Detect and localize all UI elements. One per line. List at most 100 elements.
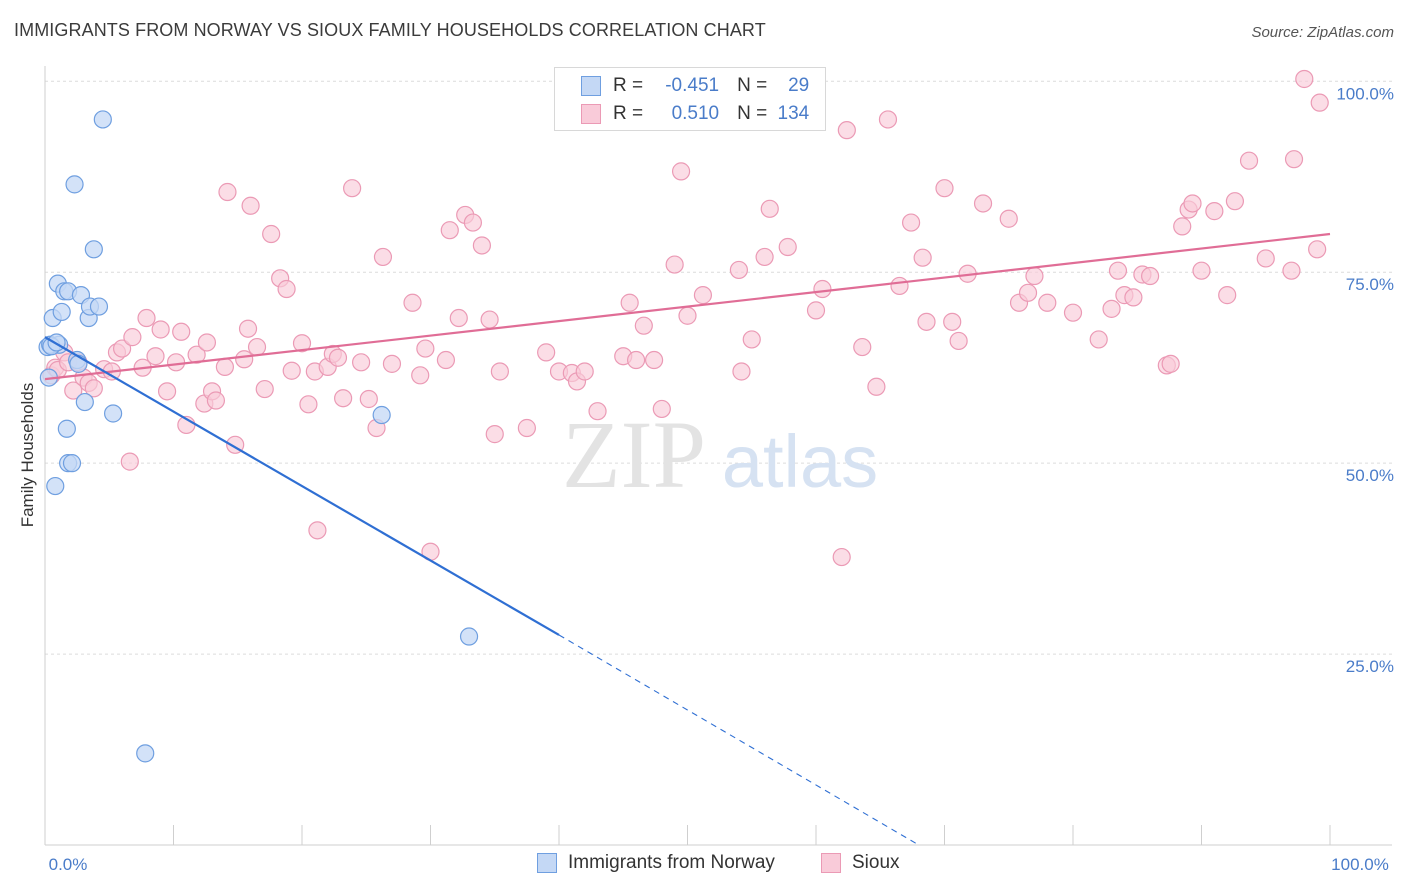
sioux-point (247, 337, 267, 357)
sioux-point (867, 377, 886, 396)
series-legend-norway[interactable]: Immigrants from Norway (537, 852, 775, 874)
sioux-point (197, 333, 217, 352)
sioux-point (255, 379, 274, 399)
sioux-point (241, 196, 260, 215)
sioux-point (490, 362, 509, 381)
y-tick-labels: 25.0% 50.0% 75.0% 100.0% (1336, 84, 1394, 676)
sioux-point (146, 347, 165, 366)
sioux-point (913, 248, 932, 267)
sioux-point (935, 179, 954, 198)
sioux-point (943, 312, 962, 331)
norway-point (84, 240, 103, 259)
sioux-point (999, 209, 1018, 228)
sioux-point (187, 345, 206, 364)
y-tick-label: 50.0% (1346, 466, 1394, 485)
sioux-point (729, 260, 749, 280)
sioux-point (678, 306, 697, 325)
sioux-point (112, 339, 132, 358)
sioux-point (806, 301, 826, 320)
sioux-point (416, 339, 435, 358)
sioux-point (472, 236, 491, 255)
sioux-point (1089, 330, 1108, 349)
sioux-point (440, 221, 459, 240)
legend-r-value: 0.510 (671, 103, 720, 124)
legend-row-sioux: R = 0.510 N = 134 (581, 101, 809, 127)
sioux-point (1102, 299, 1121, 318)
series-legend: Immigrants from Norway Sioux (0, 852, 1406, 878)
sioux-point (1295, 69, 1314, 89)
norway-point (57, 419, 76, 438)
sioux-point (1173, 217, 1192, 236)
sioux-point (1124, 288, 1143, 307)
series-label-sioux: Sioux (852, 852, 900, 873)
norway-point (52, 302, 71, 322)
source-label: Source: ZipAtlas.com (1251, 24, 1394, 41)
sioux-point (282, 361, 301, 380)
sioux-point (463, 213, 483, 232)
norway-point (93, 110, 112, 129)
sioux-point (262, 224, 281, 244)
norway-points (38, 110, 479, 763)
sioux-point (537, 343, 556, 362)
sioux-point (359, 389, 378, 409)
series-legend-sioux[interactable]: Sioux (821, 852, 900, 874)
norway-point (62, 454, 82, 473)
sioux-point (1025, 266, 1044, 286)
series-label-norway: Immigrants from Norway (568, 852, 775, 873)
norway-point (65, 175, 84, 194)
sioux-point (382, 354, 402, 373)
sioux-point (1192, 261, 1211, 280)
sioux-point (292, 334, 312, 353)
legend-swatch-sioux (581, 104, 601, 124)
sioux-point (813, 279, 832, 299)
sioux-point (1239, 151, 1259, 170)
sioux-point (837, 121, 856, 140)
norway-point (69, 354, 88, 373)
sioux-point (755, 247, 774, 267)
sioux-point (1225, 192, 1245, 211)
x-tick-max: 100.0% (1331, 855, 1389, 874)
sioux-point (1038, 293, 1057, 312)
y-tick-label: 25.0% (1346, 657, 1394, 676)
sioux-point (732, 362, 751, 381)
sioux-point (235, 350, 254, 369)
legend-n-value: 29 (788, 75, 810, 96)
sioux-point (1140, 266, 1160, 286)
sioux-point (1205, 202, 1224, 221)
sioux-point (403, 293, 422, 312)
x-tick-min: 0.0% (49, 855, 88, 874)
sioux-point (832, 547, 851, 567)
sioux-point (137, 308, 156, 328)
sioux-point (480, 310, 499, 329)
sioux-point (853, 337, 872, 357)
watermark-zip: ZIP (562, 401, 706, 508)
sioux-point (1183, 194, 1202, 213)
legend-r-value: -0.451 (665, 75, 720, 96)
sioux-points (42, 69, 1329, 567)
sioux-point (120, 452, 139, 471)
sioux-point (652, 399, 671, 419)
sioux-point (206, 391, 226, 410)
legend-r-label: R = (613, 75, 644, 96)
sioux-point (411, 366, 430, 385)
sioux-point (238, 319, 258, 338)
sioux-point (778, 237, 797, 257)
norway-point (89, 297, 109, 316)
norway-point (372, 405, 391, 425)
sioux-point (218, 182, 237, 202)
sioux-point (1308, 240, 1327, 259)
sioux-point (634, 316, 653, 335)
legend-row-norway: R = -0.451 N = 29 (581, 73, 809, 99)
sioux-point (299, 395, 318, 414)
norway-trend-extension (558, 634, 920, 846)
sioux-point (84, 379, 103, 398)
gridlines (45, 80, 1392, 655)
sioux-point (172, 322, 191, 341)
sioux-point (308, 521, 327, 540)
sioux-point (626, 350, 646, 370)
sioux-point (277, 279, 296, 299)
sioux-point (1218, 286, 1237, 305)
sioux-point (620, 293, 639, 312)
sioux-point (1161, 354, 1180, 373)
sioux-point (973, 194, 993, 213)
